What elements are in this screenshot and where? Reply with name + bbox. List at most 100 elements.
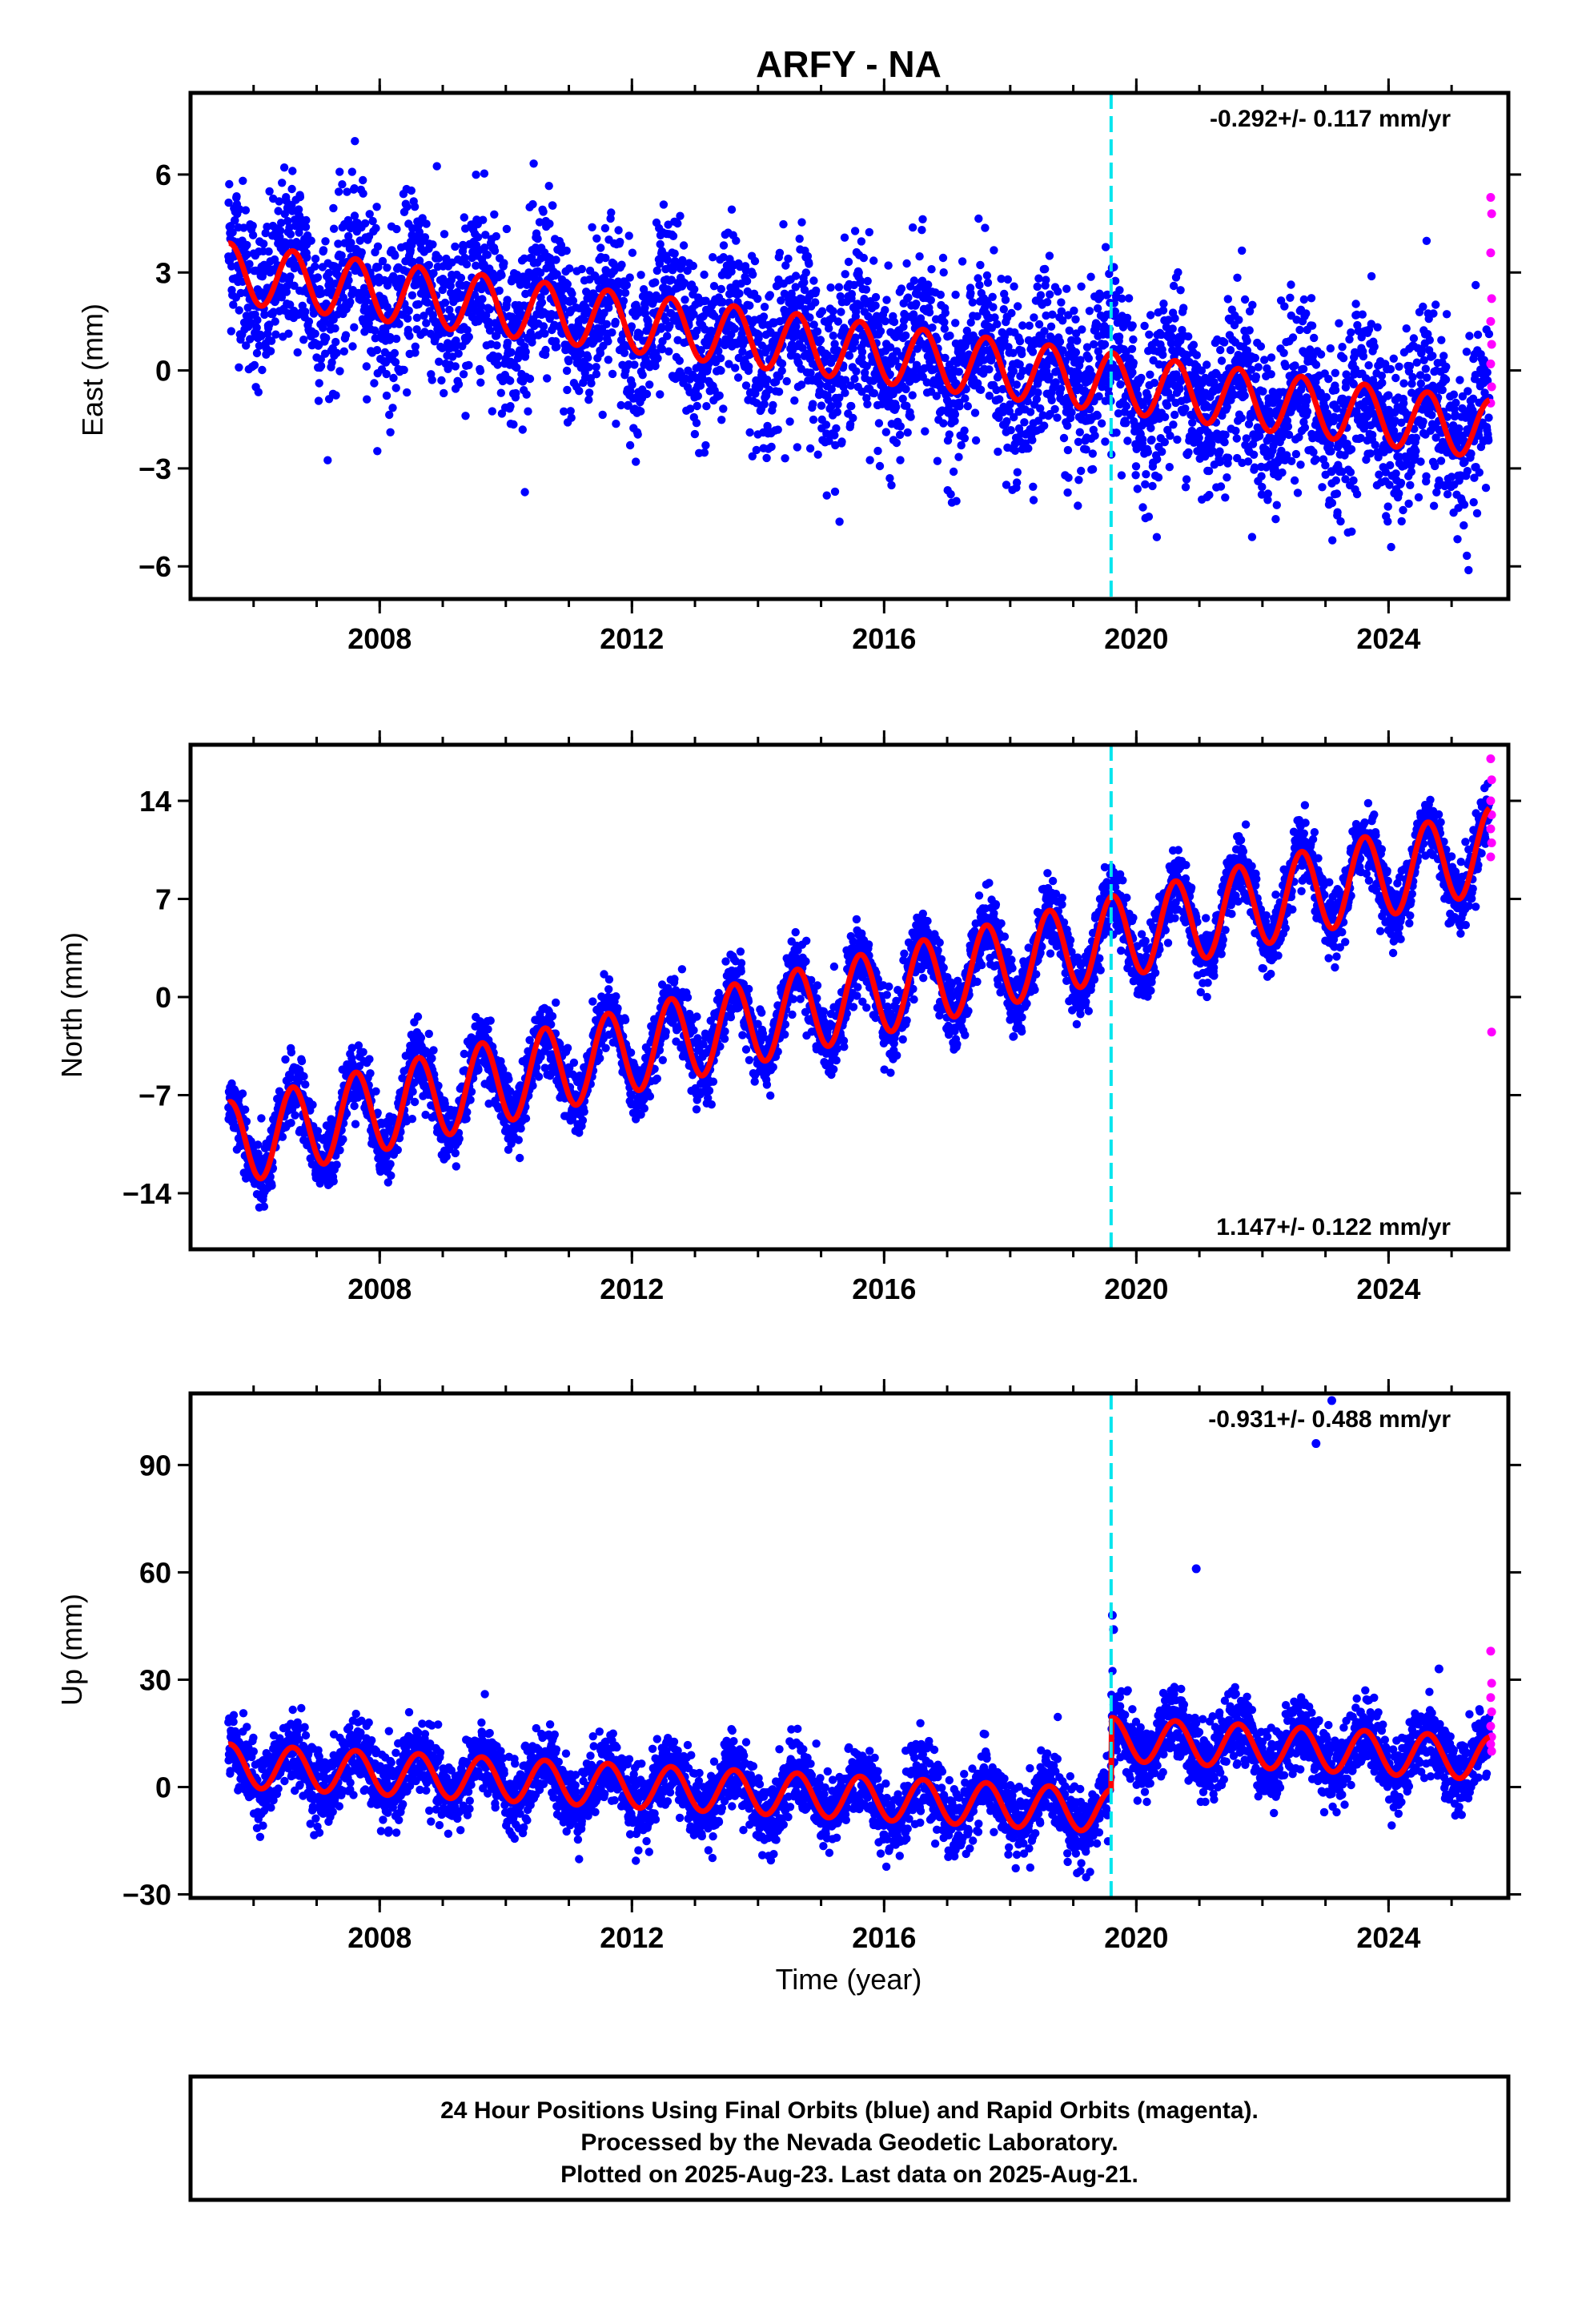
east-point [1160, 412, 1170, 421]
east-point [1326, 344, 1335, 353]
east-point [915, 252, 924, 261]
east-point [752, 445, 761, 455]
east-point [1245, 326, 1254, 335]
east-point [600, 223, 610, 233]
east-point [544, 182, 553, 191]
east-point [1436, 456, 1446, 465]
east-point [830, 487, 840, 497]
east-point [535, 218, 544, 227]
east-point [1484, 413, 1493, 422]
east-point [938, 253, 948, 263]
east-point [327, 358, 336, 367]
east-y-axis-label: East (mm) [76, 304, 109, 436]
east-point [701, 440, 710, 450]
east-y-tick-label: 6 [155, 159, 171, 191]
east-point [338, 180, 347, 189]
east-point [633, 430, 642, 439]
east-point [243, 240, 251, 250]
east-point [383, 303, 391, 312]
east-point [351, 137, 359, 146]
east-point [614, 226, 623, 235]
east-point [548, 201, 557, 210]
north-point [329, 1176, 338, 1186]
east-point [709, 282, 719, 291]
east-point [1122, 419, 1130, 428]
east-point [889, 317, 899, 327]
east-point [791, 271, 801, 280]
east-point [584, 396, 593, 404]
east-point [1075, 428, 1085, 436]
east-point [1396, 478, 1406, 488]
east-point [420, 312, 428, 320]
east-point [529, 159, 538, 168]
east-point [543, 374, 552, 383]
east-point [1443, 490, 1452, 499]
east-point [681, 296, 689, 304]
east-point [881, 316, 889, 326]
east-point [1327, 498, 1337, 508]
east-point [665, 321, 674, 331]
east-point [307, 236, 315, 245]
east-point [850, 227, 860, 235]
east-point [319, 324, 327, 332]
east-point [1290, 476, 1299, 485]
east-point [493, 360, 502, 369]
east-point [1007, 308, 1016, 318]
east-point [1013, 468, 1022, 476]
east-point [895, 430, 905, 440]
east-point [329, 203, 338, 213]
east-point [462, 259, 472, 269]
east-point [1259, 387, 1267, 396]
east-point [1215, 447, 1224, 456]
east-point [382, 369, 391, 379]
east-point [1203, 360, 1211, 369]
east-point [596, 348, 605, 358]
east-point [1128, 321, 1137, 330]
east-point [344, 231, 353, 241]
east-point [1425, 336, 1435, 344]
east-point [422, 319, 431, 328]
east-point [476, 302, 486, 311]
east-point [1349, 476, 1358, 485]
east-point [359, 283, 369, 292]
east-point [359, 189, 367, 198]
east-point [1152, 533, 1162, 541]
east-point [1122, 313, 1132, 323]
east-point [981, 223, 990, 232]
east-point [945, 430, 954, 439]
east-point [596, 243, 605, 252]
east-point [460, 213, 468, 222]
east-point [1220, 338, 1229, 347]
east-point [1351, 300, 1360, 308]
east-point [1251, 353, 1260, 363]
east-point [1419, 417, 1427, 426]
east-point [892, 438, 901, 448]
east-point [912, 300, 921, 308]
east-point [1460, 501, 1469, 509]
east-point [1147, 435, 1156, 444]
east-point [552, 270, 561, 279]
east-point [620, 288, 630, 297]
east-point [675, 356, 684, 365]
east-point [512, 363, 521, 372]
east-point [302, 215, 311, 225]
east-point [271, 317, 279, 326]
east-point [908, 223, 917, 232]
east-point [732, 236, 741, 245]
east-point [1437, 336, 1446, 344]
east-point [951, 290, 960, 300]
east-point [295, 192, 305, 202]
east-point [727, 267, 736, 276]
east-point [887, 480, 896, 490]
east-point [693, 392, 702, 400]
east-point [428, 240, 437, 249]
east-point [884, 261, 893, 270]
east-point [371, 223, 380, 233]
east-point [1310, 333, 1319, 343]
east-point [315, 379, 323, 388]
east-point [816, 336, 825, 344]
east-point [473, 233, 483, 242]
east-point [795, 235, 804, 243]
east-point [286, 230, 295, 239]
